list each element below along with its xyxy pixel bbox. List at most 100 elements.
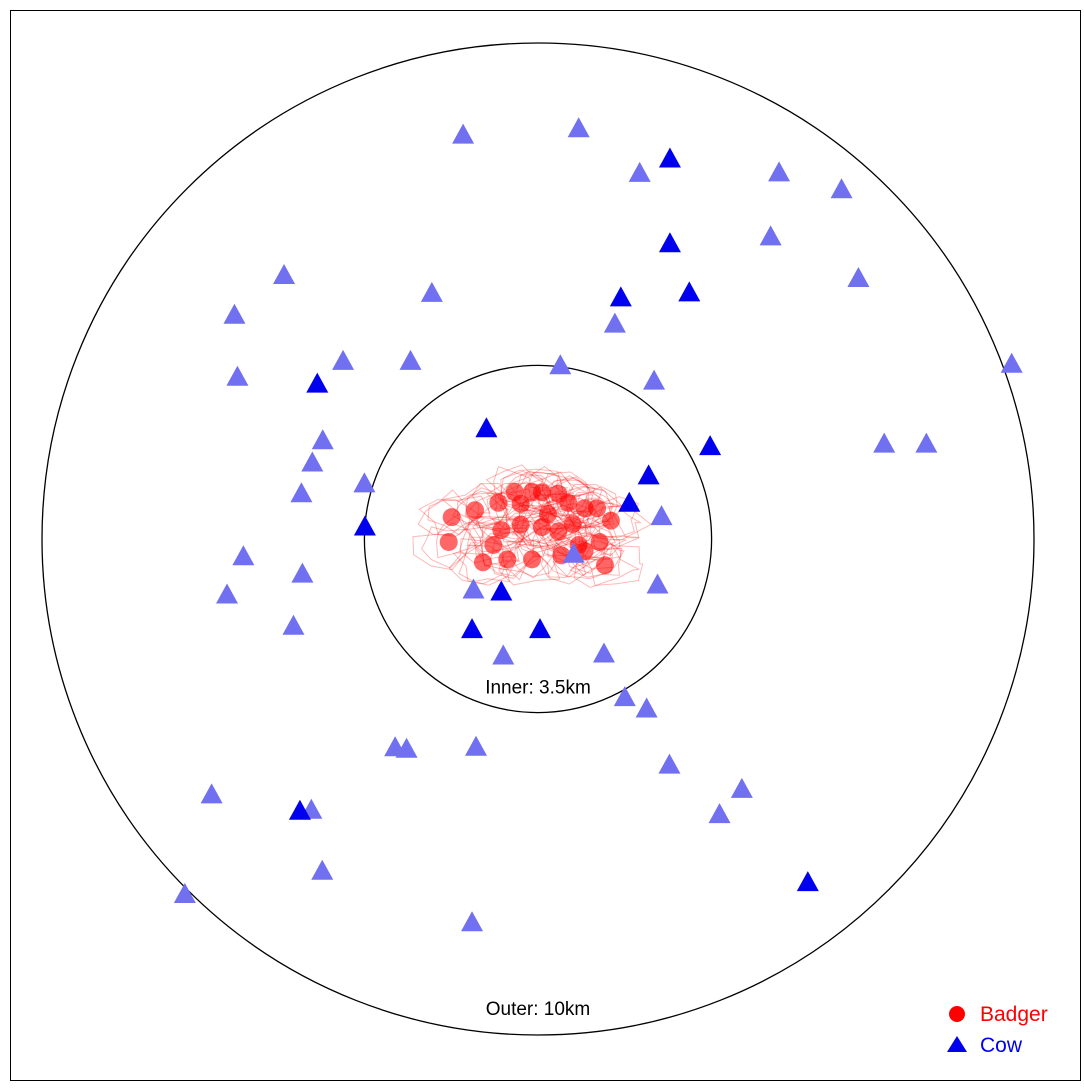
inner-ring-label: Inner: 3.5km: [485, 678, 591, 699]
cow-point: [420, 281, 443, 302]
cow-point: [562, 542, 585, 563]
cow-point: [353, 515, 376, 536]
cow-point: [592, 642, 615, 663]
badger-point: [549, 522, 568, 541]
badger-point: [575, 499, 594, 518]
cow-point: [232, 545, 255, 566]
cow-point: [311, 429, 334, 450]
cow-point: [699, 435, 722, 456]
badger-point: [492, 521, 511, 540]
cow-point: [915, 432, 938, 453]
cow-point: [635, 697, 658, 718]
badger-point: [595, 556, 614, 575]
cow-point: [847, 267, 870, 287]
badger-range-outline: [496, 470, 555, 513]
cow-point: [490, 580, 513, 601]
cow-point: [226, 365, 249, 386]
cow-point: [301, 451, 324, 472]
badger-point: [588, 499, 607, 518]
badger-range-outline: [420, 526, 478, 569]
cow-series: [173, 117, 1023, 932]
cow-point: [306, 372, 329, 393]
cow-point: [282, 614, 305, 635]
cow-point: [461, 911, 484, 932]
outer-ring: [41, 42, 1035, 1036]
cow-point: [223, 303, 246, 324]
cow-point: [353, 472, 376, 493]
badger-series: [439, 482, 620, 575]
cow-point: [465, 735, 487, 756]
cow-point: [291, 562, 314, 583]
badger-point: [563, 515, 582, 534]
badger-point: [532, 483, 551, 502]
badger-point: [439, 532, 458, 551]
cow-point: [332, 349, 355, 370]
cow-point: [678, 281, 701, 302]
badger-point: [473, 553, 492, 572]
badger-point: [442, 508, 461, 527]
cow-point: [475, 417, 498, 438]
cow-point: [528, 618, 551, 639]
badger-range-outline: [517, 499, 583, 547]
cow-point: [462, 578, 485, 599]
badger-point: [498, 550, 517, 569]
badger-point: [466, 501, 485, 520]
cow-point: [658, 147, 681, 168]
cow-point: [200, 783, 223, 804]
cow-point: [873, 432, 896, 453]
cow-point: [173, 883, 196, 904]
badger-point: [601, 511, 620, 530]
outer-ring-label: Outer: 10km: [486, 999, 591, 1020]
legend-cow-label: Cow: [980, 1034, 1023, 1057]
badger-point: [538, 505, 557, 524]
badger-point: [511, 515, 530, 534]
cow-point: [567, 117, 590, 138]
cow-point: [399, 349, 422, 370]
cow-point: [830, 178, 853, 199]
badger-point: [484, 535, 503, 554]
cow-point: [658, 753, 681, 774]
cow-point: [759, 225, 782, 246]
badger-range-outline: [435, 513, 485, 559]
cow-point: [650, 505, 673, 526]
badger-range-outline: [584, 506, 643, 540]
cow-point: [643, 369, 666, 390]
cow-point: [216, 583, 239, 604]
cow-point: [603, 312, 626, 333]
badger-point: [523, 550, 542, 569]
badger-range-outline: [427, 495, 491, 536]
cow-point: [658, 232, 681, 253]
cow-point: [628, 161, 651, 182]
badger-range-outline: [551, 517, 617, 560]
badger-range-outline: [574, 514, 627, 564]
cow-point: [273, 264, 296, 285]
badger-range-outline: [524, 471, 587, 519]
cow-point: [1000, 352, 1023, 373]
cow-point: [730, 777, 753, 798]
cow-point: [549, 354, 572, 375]
badger-point: [590, 532, 609, 551]
cow-point: [452, 123, 475, 144]
badger-range-outline: [448, 538, 509, 585]
cow-point: [796, 871, 819, 892]
legend-cow-marker: [947, 1036, 967, 1052]
badger-range-outline: [500, 468, 569, 510]
cow-point: [288, 799, 311, 820]
plot-frame: [10, 10, 1081, 1081]
legend-badger-marker: [949, 1006, 965, 1022]
cow-point: [768, 161, 791, 182]
badger-point: [489, 493, 508, 512]
cow-point: [290, 482, 313, 503]
badger-range-outline: [479, 526, 532, 571]
cow-point: [618, 491, 641, 512]
badger-range-outline: [412, 522, 480, 571]
cow-point: [637, 464, 660, 485]
badger-range-outline: [476, 497, 529, 548]
cow-point: [613, 686, 636, 707]
cow-point: [708, 803, 731, 824]
cow-point: [311, 859, 334, 880]
cow-point: [461, 618, 484, 639]
badger-range-outline: [477, 533, 544, 580]
cow-point: [646, 573, 669, 594]
